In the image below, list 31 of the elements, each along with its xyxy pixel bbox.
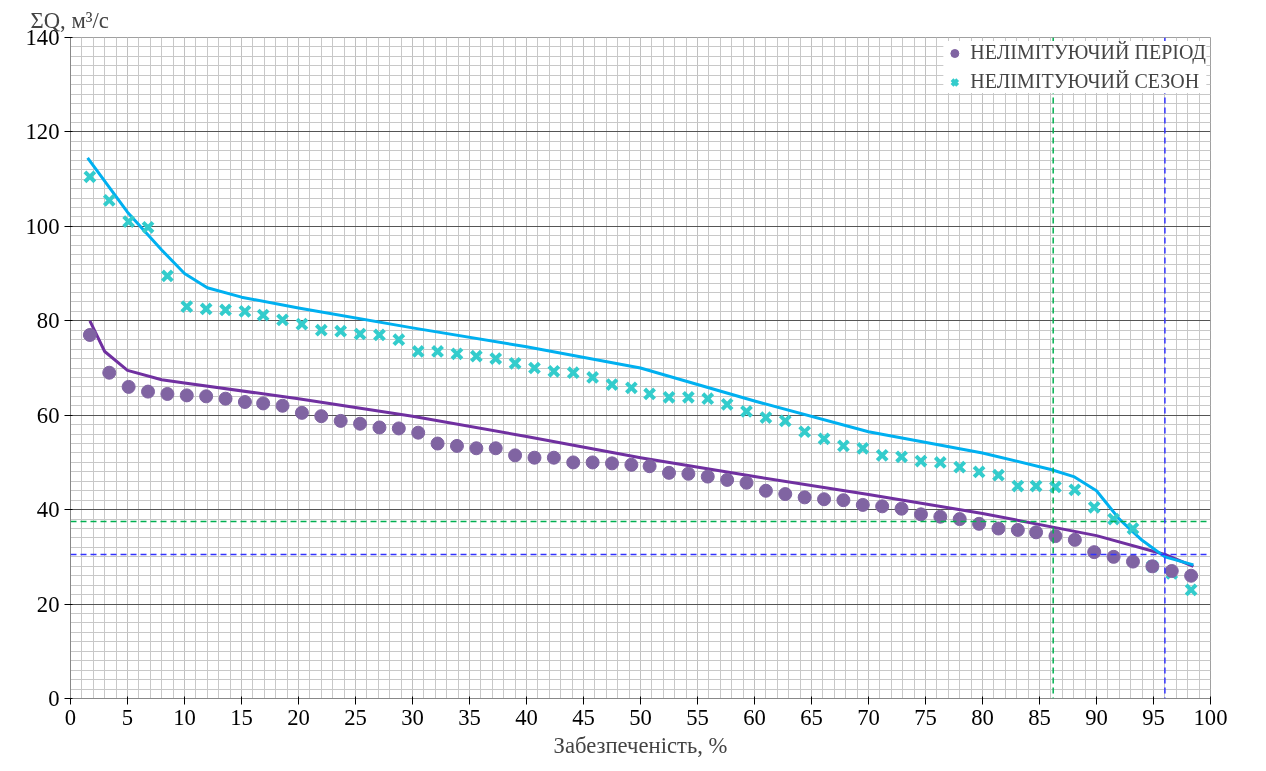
- x-tick-label: 0: [64, 704, 77, 730]
- x-tick-label: 50: [629, 704, 652, 730]
- x-tick-label: 100: [1193, 704, 1228, 730]
- x-tick-label: 80: [971, 704, 994, 730]
- x-tick-label: 55: [686, 704, 709, 730]
- x-tick-label: 70: [857, 704, 880, 730]
- x-axis-title: Забезпеченість, %: [553, 732, 728, 758]
- x-tick-label: 25: [344, 704, 367, 730]
- x-tick-label: 20: [287, 704, 310, 730]
- y-tick-label: 100: [25, 213, 60, 239]
- x-tick-label: 40: [515, 704, 538, 730]
- x-tick-label: 5: [121, 704, 134, 730]
- y-tick-label: 80: [36, 308, 60, 334]
- y-tick-label: 20: [36, 591, 60, 617]
- y-tick-label: 60: [36, 402, 60, 428]
- legend-label: НЕЛІМІТУЮЧИЙ СЕЗОН: [970, 70, 1200, 93]
- x-tick-label: 10: [173, 704, 196, 730]
- x-tick-label: 85: [1028, 704, 1051, 730]
- x-tick-label: 65: [800, 704, 823, 730]
- x-tick-label: 45: [572, 704, 595, 730]
- legend-label: НЕЛІМІТУЮЧИЙ ПЕРІОД: [970, 41, 1206, 64]
- y-tick-label: 120: [25, 119, 60, 145]
- x-tick-label: 90: [1085, 704, 1108, 730]
- x-tick-label: 60: [743, 704, 766, 730]
- x-tick-label: 30: [401, 704, 424, 730]
- x-tick-label: 35: [458, 704, 481, 730]
- y-tick-label: 40: [36, 497, 60, 523]
- y-tick-label: 0: [48, 686, 60, 711]
- x-tick-label: 75: [914, 704, 937, 730]
- x-tick-label: 95: [1142, 704, 1165, 730]
- x-tick-label: 15: [230, 704, 253, 730]
